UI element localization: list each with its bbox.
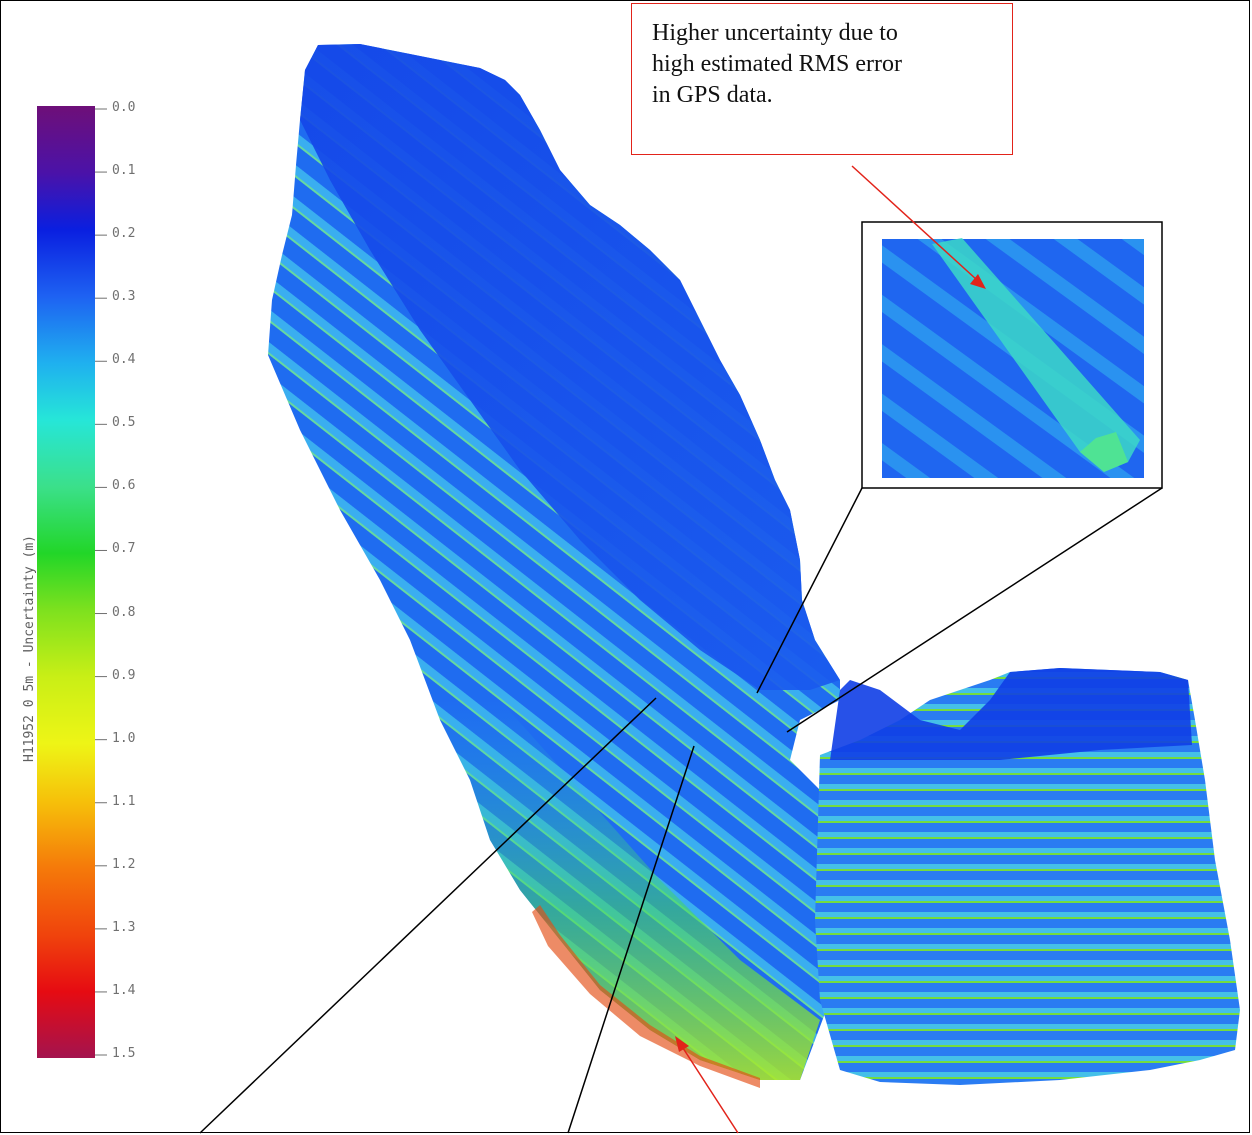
legend-tick-label: 0.2 [112, 226, 136, 242]
legend-title: H11952 0 5m - Uncertainty (m) [22, 535, 37, 762]
legend-tick-label: 1.4 [112, 982, 136, 998]
legend-tick-label: 0.9 [112, 667, 136, 683]
leader-line-2 [567, 745, 695, 1134]
survey-surface-east [815, 668, 1240, 1085]
legend-tick-label: 0.5 [112, 415, 136, 431]
survey-surface-east-deep [830, 668, 1192, 760]
survey-surface-deep [300, 44, 840, 690]
callout-box: Higher uncertainty due to high estimated… [631, 3, 1013, 155]
legend-tick-label: 0.3 [112, 289, 136, 305]
legend-tick-label: 1.2 [112, 856, 136, 872]
inset-high-uncertainty-line [932, 238, 1140, 472]
callout-arrow [851, 165, 978, 281]
legend-colorbar [37, 106, 95, 1058]
legend-tick-label: 0.7 [112, 541, 136, 557]
legend-tick-label: 1.5 [112, 1046, 136, 1061]
callout-arrowhead [970, 274, 986, 289]
legend-tick-marks [95, 108, 107, 1056]
legend-tick-label: 0.6 [112, 478, 136, 494]
inset-high-uncertainty-bend [1080, 432, 1128, 472]
callout-line-1: Higher uncertainty due to [652, 20, 898, 46]
legend-tick-label: 1.3 [112, 919, 136, 935]
edge-arrow [680, 1044, 739, 1134]
callout-line-3: in GPS data. [652, 82, 773, 108]
leader-line-1 [199, 697, 657, 1134]
legend-tick-label: 0.1 [112, 163, 136, 179]
inset-leader-line-left [756, 487, 863, 694]
edge-arrowhead [675, 1036, 689, 1052]
inset-leader-line-right [786, 487, 1163, 733]
survey-edge-high-uncertainty [532, 905, 760, 1088]
inset-frame [861, 221, 1163, 489]
legend-tick-label: 0.4 [112, 352, 136, 368]
legend-tick-label: 1.0 [112, 730, 136, 746]
legend-tick-label: 1.1 [112, 793, 136, 809]
legend-tick-label: 0.8 [112, 604, 136, 620]
legend-tick-label: 0.0 [112, 100, 136, 115]
callout-line-2: high estimated RMS error [652, 51, 902, 77]
survey-surface-high-uncertainty [430, 700, 820, 1080]
